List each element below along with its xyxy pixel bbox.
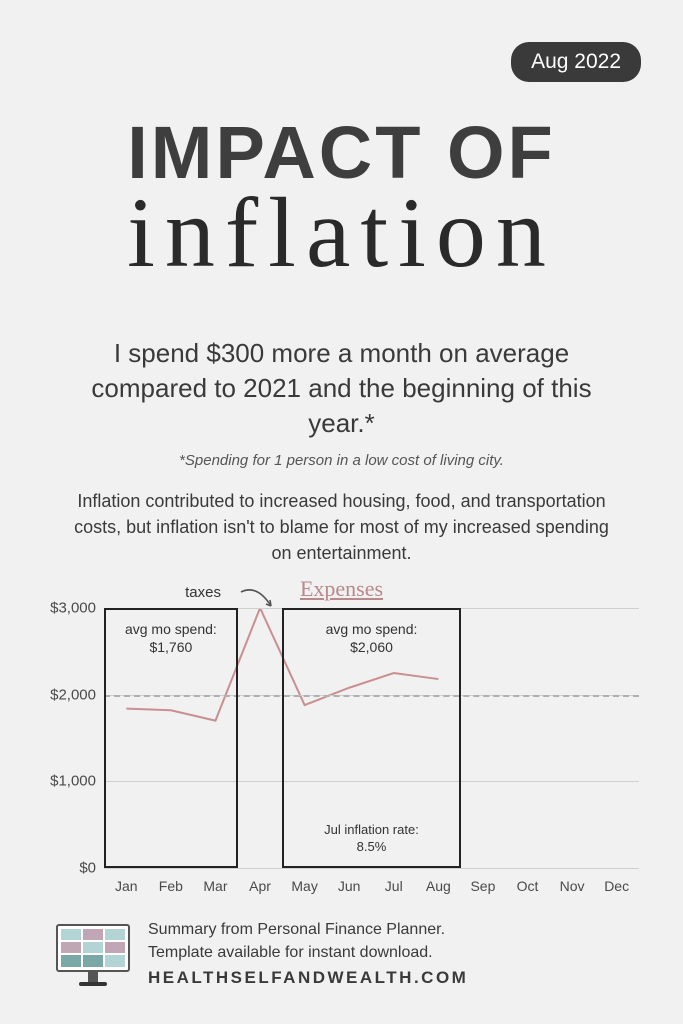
taxes-arrow-icon [239,588,279,614]
x-axis: JanFebMarAprMayJunJulAugSepOctNovDec [104,878,639,894]
y-tick-label: $2,000 [40,686,96,703]
footer-line2: Template available for instant download. [148,942,468,964]
y-tick-label: $1,000 [40,773,96,790]
monitor-screen [56,924,130,972]
title-script: inflation [0,175,683,290]
x-tick-label: Jul [371,878,416,894]
annotation-box: avg mo spend:$2,060 Jul inflation rate:8.… [282,608,460,868]
inflation-rate-label: Jul inflation rate:8.5% [284,822,458,856]
y-tick-label: $3,000 [40,600,96,617]
x-tick-label: May [282,878,327,894]
footer-site: HEALTHSELFANDWEALTH.COM [148,966,468,990]
y-tick-label: $0 [40,860,96,877]
y-axis: $0$1,000$2,000$3,000 [40,608,100,868]
x-tick-label: Mar [193,878,238,894]
annotation-label: avg mo spend:$2,060 [284,610,458,656]
x-tick-label: Oct [505,878,550,894]
x-tick-label: Apr [238,878,283,894]
chart-title: Expenses [40,576,643,602]
footer-text: Summary from Personal Finance Planner. T… [148,919,468,990]
footer: Summary from Personal Finance Planner. T… [56,919,643,990]
x-tick-label: Nov [550,878,595,894]
x-tick-label: Dec [594,878,639,894]
x-tick-label: Aug [416,878,461,894]
annotation-box: avg mo spend:$1,760 [104,608,238,868]
monitor-icon [56,924,130,986]
explanation: Inflation contributed to increased housi… [62,488,621,566]
date-badge: Aug 2022 [511,42,641,82]
chart-plot: $0$1,000$2,000$3,000 avg mo spend:$1,760… [40,608,643,868]
x-tick-label: Jan [104,878,149,894]
lead-text: I spend $300 more a month on average com… [60,336,623,441]
gridline [104,868,639,869]
x-tick-label: Jun [327,878,372,894]
footer-line1: Summary from Personal Finance Planner. [148,919,468,941]
x-tick-label: Feb [149,878,194,894]
annotation-label: avg mo spend:$1,760 [106,610,236,656]
x-tick-label: Sep [461,878,506,894]
expenses-chart: Expenses $0 $1,000 $2,000 $3,000 avg mo spe… [40,576,643,904]
footnote: *Spending for 1 person in a low cost of … [0,452,683,469]
taxes-label: taxes [185,584,221,601]
plot-area: avg mo spend:$1,760 avg mo spend:$2,060 Ju… [104,608,639,868]
